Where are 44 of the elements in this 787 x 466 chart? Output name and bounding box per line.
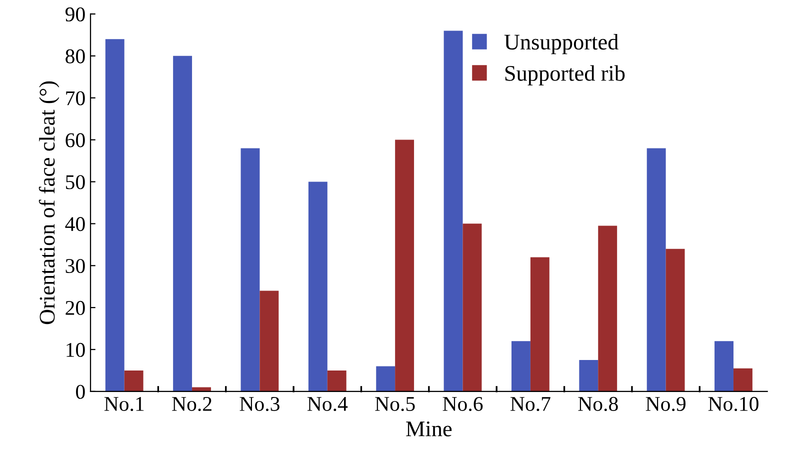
y-tick-label: 70 (66, 91, 85, 106)
bar (124, 370, 144, 392)
x-tick-label: No.10 (708, 396, 758, 412)
bar (444, 30, 463, 392)
y-tick-label: 10 (66, 342, 85, 357)
bar (395, 140, 414, 392)
y-axis-title: Orientation of face cleat (°) (38, 81, 60, 324)
bar (376, 366, 396, 392)
x-tick-label: No.1 (104, 397, 144, 412)
bar (327, 370, 346, 392)
x-tick-label: No.6 (442, 396, 483, 412)
x-tick-label: No.2 (172, 396, 212, 412)
x-tick-label: No.7 (510, 397, 550, 412)
x-tick-label: No.4 (307, 397, 348, 412)
legend-label: Unsupported (504, 34, 618, 54)
bar (240, 148, 260, 392)
bar (192, 387, 211, 392)
bar (579, 360, 598, 392)
y-tick-label: 40 (65, 217, 85, 232)
bar (173, 56, 192, 392)
y-tick-label: 80 (66, 49, 85, 64)
y-tick-label: 0 (76, 384, 85, 399)
x-tick-label: No.9 (646, 396, 686, 412)
x-tick-label: No.3 (240, 396, 280, 412)
x-axis-title: Mine (406, 421, 452, 436)
bar (733, 368, 752, 392)
bar (598, 226, 618, 392)
y-tick-label: 90 (65, 7, 85, 22)
x-tick-label: No.8 (578, 396, 618, 412)
bar (511, 341, 530, 392)
bar (105, 39, 124, 392)
bar (666, 248, 685, 392)
x-tick-label: No.5 (375, 397, 415, 412)
y-tick-label: 20 (66, 300, 85, 315)
y-tick-label: 50 (66, 175, 85, 190)
bar (530, 257, 550, 392)
bar (260, 290, 279, 392)
bar (308, 182, 328, 392)
bar (714, 341, 734, 392)
bar (646, 148, 666, 392)
y-tick-label: 60 (66, 133, 85, 148)
legend-label: Supported rib (505, 65, 625, 86)
bar (462, 224, 482, 392)
y-tick-label: 30 (66, 258, 85, 274)
